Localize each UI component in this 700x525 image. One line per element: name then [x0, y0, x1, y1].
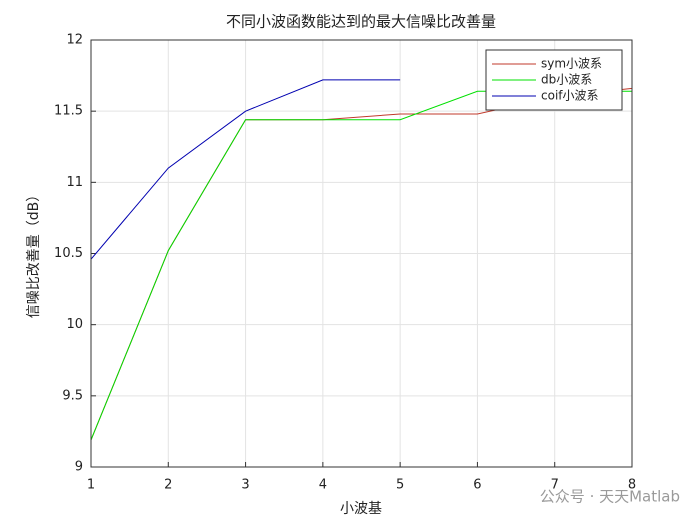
x-tick-label: 3	[241, 478, 249, 493]
y-tick-label: 9.5	[62, 388, 83, 403]
watermark: 公众号 · 天天Matlab	[540, 488, 680, 506]
x-tick-label: 1	[87, 478, 95, 493]
x-tick-label: 7	[551, 478, 559, 493]
y-tick-label: 10.5	[54, 246, 83, 261]
series-line	[90, 79, 401, 260]
x-tick-label: 4	[319, 478, 327, 493]
legend-label: db小波系	[541, 73, 592, 87]
legend-label: sym小波系	[541, 57, 602, 71]
axes-box	[90, 39, 633, 468]
y-tick-label: 12	[66, 33, 83, 48]
chart-title: 不同小波函数能达到的最大信噪比改善量	[226, 13, 496, 31]
legend-label: coif小波系	[541, 89, 599, 103]
x-tick-label: 5	[396, 478, 404, 493]
y-tick-label: 9	[75, 460, 83, 475]
x-tick-label: 6	[473, 478, 481, 493]
x-tick-label: 8	[628, 478, 636, 493]
y-axis-label: 信噪比改善量（dB）	[26, 188, 42, 319]
x-axis-label: 小波基	[340, 500, 382, 517]
y-tick-label: 11	[66, 175, 83, 190]
y-tick-label: 11.5	[54, 104, 83, 119]
y-tick-label: 10	[66, 317, 83, 332]
x-tick-label: 2	[164, 478, 172, 493]
